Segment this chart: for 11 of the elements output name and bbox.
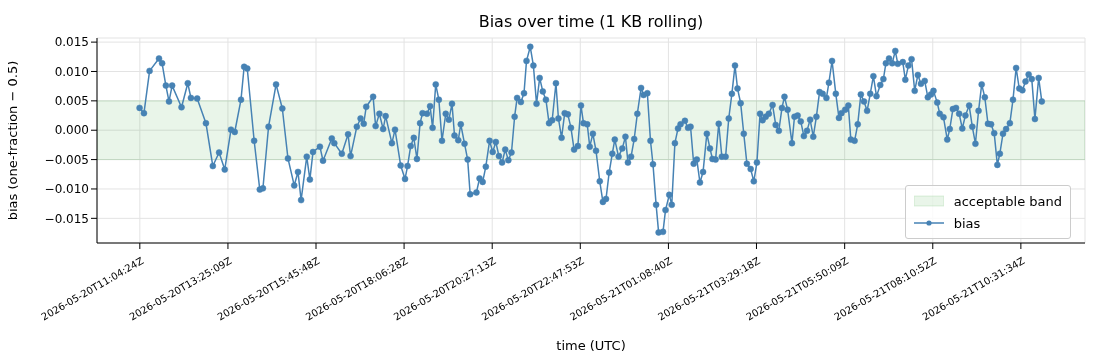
legend-label: acceptable band bbox=[953, 193, 1062, 209]
y-tick-label: −0.010 bbox=[44, 182, 89, 197]
y-tick-label: 0.005 bbox=[54, 94, 89, 109]
y-tick-label: −0.015 bbox=[44, 211, 89, 226]
chart-title: Bias over time (1 KB rolling) bbox=[477, 12, 705, 31]
x-axis-title: time (UTC) bbox=[556, 338, 626, 353]
legend-label: bias bbox=[953, 215, 981, 231]
y-tick-label: −0.005 bbox=[44, 152, 89, 167]
y-tick-label: 0.015 bbox=[54, 35, 89, 50]
y-tick-label: 0.000 bbox=[54, 123, 89, 138]
y-tick-label: 0.010 bbox=[54, 64, 89, 79]
